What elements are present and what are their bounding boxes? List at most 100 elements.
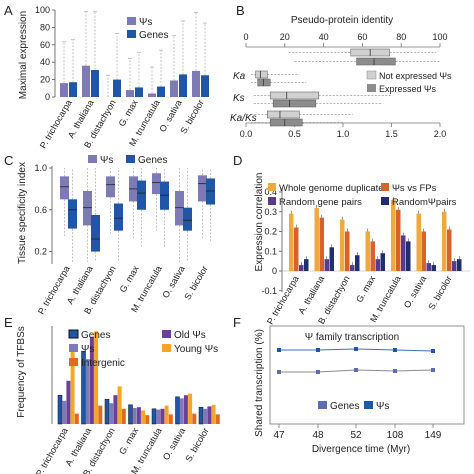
panel-e-bar — [179, 398, 184, 424]
panel-b-bottom-tick-label: 0.0 — [240, 129, 253, 139]
panel-d-bar — [365, 231, 370, 271]
panel-d-y-tick-label: 0.1 — [264, 246, 277, 256]
panel-e-bar — [151, 408, 157, 425]
panel-f-x-tick-label: 149 — [425, 430, 442, 441]
panel-f-point — [354, 347, 358, 351]
panel-d-bar — [329, 247, 334, 271]
panel-d-y-tick-label: 0.3 — [264, 207, 277, 217]
panel-d-bar — [380, 253, 385, 271]
panel-e-bar — [98, 405, 103, 424]
panel-e-ylabel: Frequency of TFBSs — [16, 326, 27, 418]
panel-e-legend: Genes Old Ψs Ψs Young Ψs Intergenic — [68, 329, 218, 369]
panel-e-bar — [62, 400, 67, 424]
legend-label-psi-vs-fps: Ψs vs FPs — [392, 183, 437, 194]
panel-a-bar — [179, 74, 187, 97]
panel-e-bar — [141, 410, 146, 424]
panel-d-bar — [294, 227, 299, 271]
panel-e-x-tick-label: O. sativa — [161, 426, 187, 462]
panel-b-top-tick-label: 0 — [243, 32, 248, 42]
panel-d-bar — [299, 265, 304, 271]
panel-c-legend: Ψs Genes — [88, 155, 167, 166]
panel-e-bar — [81, 350, 86, 425]
panel-f-x-tick-label: 52 — [350, 430, 362, 441]
panel-d-bar — [442, 211, 447, 271]
panel-b-box — [356, 57, 396, 66]
panel-f-point — [277, 370, 281, 374]
legend-label-psi: Ψs — [139, 17, 152, 28]
panel-a-bar — [192, 70, 200, 97]
panel-e-x-tick-label: S. bicolor — [183, 426, 210, 464]
panel-f-point — [277, 348, 281, 352]
panel-b-box — [255, 70, 268, 79]
panel-d-bar — [406, 241, 411, 271]
panel-e-bar — [203, 408, 208, 424]
legend-swatch-random-gene — [268, 197, 276, 205]
panel-e-bar — [57, 394, 63, 425]
panel-b-top-tick-label: 20 — [280, 32, 290, 42]
panel-e-bar — [121, 408, 126, 424]
legend-label-random-gene: Random gene pairs — [279, 197, 362, 208]
panel-d-x-tick-label: O. sativa — [402, 274, 428, 310]
legend-label-expressed: Expressed Ψs — [379, 84, 437, 94]
panel-b-box — [257, 78, 271, 87]
panel-a-y-tick-label: 60 — [40, 40, 50, 50]
panel-e-bar — [145, 415, 150, 424]
panel-e-bar — [136, 407, 141, 424]
panel-c-box — [60, 176, 69, 200]
panel-c-x-tick-label: G. max — [118, 264, 141, 295]
panel-e-bar — [156, 409, 161, 424]
panel-b-top-tick-label: 40 — [319, 32, 329, 42]
panel-c-x-tick-label: S. bicolor — [182, 264, 209, 302]
panel-b-box — [269, 91, 320, 100]
panel-d-bar — [447, 229, 452, 271]
panel-a-y-tick-label: 40 — [40, 57, 50, 67]
panel-c-box — [106, 176, 115, 198]
panel-d-bar — [345, 231, 350, 271]
panel-d-legend: Whole genome duplicates Ψs vs FPs Random… — [268, 183, 457, 208]
legend-swatch-psi — [127, 17, 136, 25]
panel-a-y-tick-label: 0 — [45, 92, 50, 102]
panel-d-bar — [324, 259, 329, 271]
panel-d-bar — [340, 219, 345, 271]
panel-c-y-tick-label: 0.2 — [34, 247, 47, 257]
panel-d-x-tick-label: G. max — [354, 274, 377, 305]
panel-e-bar — [89, 336, 94, 424]
panel-f-point — [316, 348, 320, 352]
panel-c-ylabel: Tissue specificity index — [17, 162, 28, 264]
panel-d-y-tick-label: 0.4 — [264, 187, 277, 197]
panel-a-bar — [170, 80, 178, 97]
panel-f-point — [393, 348, 397, 352]
legend-swatch-psi — [69, 344, 78, 352]
legend-label-genes: Genes — [138, 155, 167, 166]
panel-e-bar — [175, 396, 180, 425]
panel-f-legend: Genes Ψs — [318, 401, 389, 412]
panel-f-title: Ψ family transcription — [305, 332, 400, 343]
panel-e-bar — [85, 359, 90, 424]
legend-label-young-psi: Young Ψs — [174, 344, 218, 355]
panel-d-bar — [350, 265, 355, 271]
panel-c-box — [83, 190, 92, 226]
legend-swatch-expressed — [367, 84, 376, 92]
panel-e-bar — [164, 405, 169, 424]
panel-b-letter: B — [236, 3, 245, 18]
panel-a-bar — [82, 65, 90, 97]
panel-c-box — [137, 180, 146, 210]
legend-label-not-expressed: Not expressed Ψs — [379, 71, 452, 81]
panel-f-letter: F — [233, 315, 241, 330]
panel-e-x-tick-label: P. trichocarpa — [34, 426, 70, 474]
panel-c-box — [152, 173, 161, 195]
panel-e-bar — [104, 398, 110, 425]
panel-f-x-tick-label: 48 — [312, 430, 324, 441]
panel-e-bar — [192, 413, 197, 424]
panel-c-box — [68, 199, 77, 229]
panel-e-bar — [109, 403, 114, 424]
panel-b-bottom-tick-label: 2.0 — [434, 129, 447, 139]
panel-e-bar — [94, 331, 99, 424]
panel-c-box — [175, 190, 184, 226]
panel-d-bar — [391, 199, 396, 271]
row-label-ks: Ks — [233, 93, 245, 104]
panel-e-bar — [128, 404, 133, 425]
panel-c-box — [160, 181, 169, 210]
